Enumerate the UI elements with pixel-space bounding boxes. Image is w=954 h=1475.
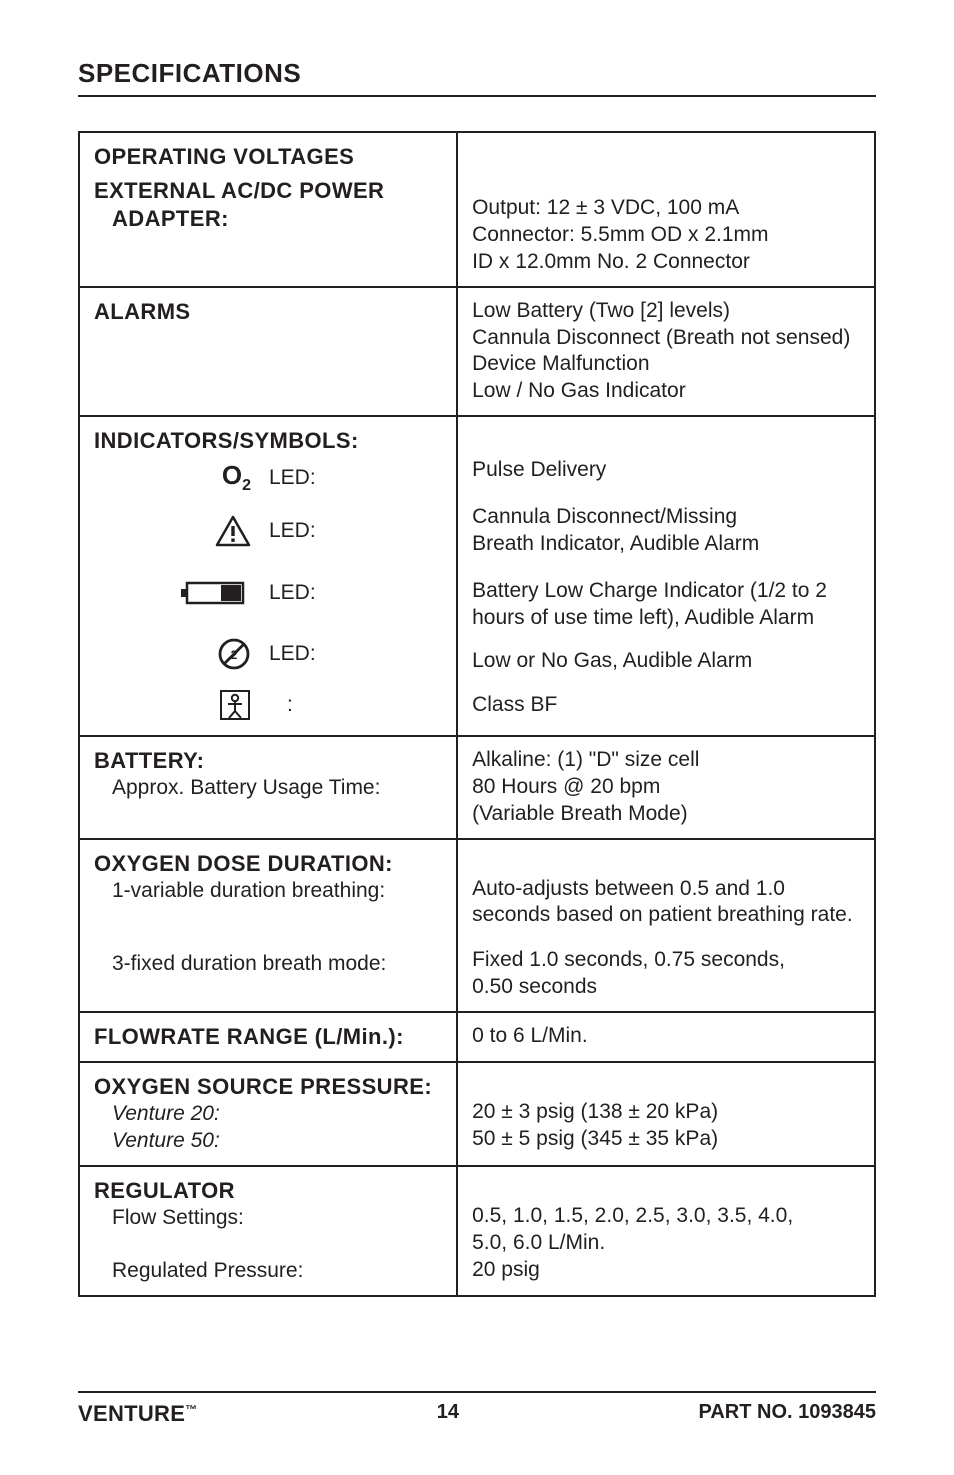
footer-part-number: PART NO. 1093845 xyxy=(698,1401,876,1427)
indicator-label: LED: xyxy=(269,518,316,545)
spec-value: Pulse Delivery xyxy=(472,457,860,484)
svg-text:2: 2 xyxy=(231,648,238,662)
table-row: FLOWRATE RANGE (L/Min.): 0 to 6 L/Min. xyxy=(79,1012,875,1062)
external-power-header-2: ADAPTER: xyxy=(94,205,442,233)
indicator-label: : xyxy=(269,692,293,719)
page-footer: VENTURE™ 14 PART NO. 1093845 xyxy=(78,1391,876,1427)
spec-value: 0.5, 1.0, 1.5, 2.0, 2.5, 3.0, 3.5, 4.0, xyxy=(472,1203,860,1230)
regulated-pressure-label: Regulated Pressure: xyxy=(94,1258,442,1285)
spec-value: Fixed 1.0 seconds, 0.75 seconds, xyxy=(472,947,860,974)
spec-value: hours of use time left), Audible Alarm xyxy=(472,605,860,632)
spec-value: 20 psig xyxy=(472,1257,860,1284)
flow-settings-label: Flow Settings: xyxy=(94,1205,442,1232)
spec-table: OPERATING VOLTAGES EXTERNAL AC/DC POWER … xyxy=(78,131,876,1297)
flowrate-header: FLOWRATE RANGE (L/Min.): xyxy=(94,1023,442,1051)
dose-duration-header: OXYGEN DOSE DURATION: xyxy=(94,850,442,878)
alarms-header: ALARMS xyxy=(94,298,442,326)
battery-header: BATTERY: xyxy=(94,747,442,775)
spec-value: Low / No Gas Indicator xyxy=(472,378,860,405)
no-gas-icon: 2 xyxy=(217,637,251,671)
o2-icon: O2 xyxy=(222,460,251,490)
table-row: INDICATORS/SYMBOLS: O2 LED: xyxy=(79,416,875,736)
operating-voltages-header: OPERATING VOLTAGES xyxy=(94,143,442,171)
table-row: OPERATING VOLTAGES EXTERNAL AC/DC POWER … xyxy=(79,132,875,287)
spec-value: Output: 12 ± 3 VDC, 100 mA xyxy=(472,195,860,222)
spec-value: Connector: 5.5mm OD x 2.1mm xyxy=(472,222,860,249)
spec-value: Auto-adjusts between 0.5 and 1.0 xyxy=(472,876,860,903)
external-power-header-1: EXTERNAL AC/DC POWER xyxy=(94,177,442,205)
table-row: REGULATOR Flow Settings: Regulated Press… xyxy=(79,1166,875,1296)
spec-value: Cannula Disconnect (Breath not sensed) xyxy=(472,325,860,352)
spec-value: Cannula Disconnect/Missing xyxy=(472,504,860,531)
regulator-header: REGULATOR xyxy=(94,1177,442,1205)
dose-sublabel-1: 1-variable duration breathing: xyxy=(94,878,442,905)
spec-value: 0.50 seconds xyxy=(472,974,860,1001)
section-title: SPECIFICATIONS xyxy=(78,58,876,97)
spec-value: Battery Low Charge Indicator (1/2 to 2 xyxy=(472,578,860,605)
spec-value: ID x 12.0mm No. 2 Connector xyxy=(472,249,860,276)
footer-brand: VENTURE™ xyxy=(78,1401,197,1427)
footer-page-number: 14 xyxy=(437,1401,459,1427)
spec-value: 20 ± 3 psig (138 ± 20 kPa) xyxy=(472,1099,860,1126)
spec-value: Alkaline: (1) "D" size cell xyxy=(472,747,860,774)
spec-value: 0 to 6 L/Min. xyxy=(472,1023,860,1050)
source-pressure-header: OXYGEN SOURCE PRESSURE: xyxy=(94,1073,442,1101)
venture-50-label: Venture 50: xyxy=(94,1128,442,1155)
table-row: OXYGEN DOSE DURATION: 1-variable duratio… xyxy=(79,839,875,1013)
spec-value: Low or No Gas, Audible Alarm xyxy=(472,648,860,675)
spec-value: 5.0, 6.0 L/Min. xyxy=(472,1230,860,1257)
table-row: BATTERY: Approx. Battery Usage Time: Alk… xyxy=(79,736,875,839)
battery-low-icon xyxy=(179,579,251,607)
dose-sublabel-2: 3-fixed duration breath mode: xyxy=(94,951,442,978)
spec-value: seconds based on patient breathing rate. xyxy=(472,902,860,929)
indicator-label: LED: xyxy=(269,465,316,492)
table-row: OXYGEN SOURCE PRESSURE: Venture 20: Vent… xyxy=(79,1062,875,1166)
venture-20-label: Venture 20: xyxy=(94,1101,442,1128)
indicator-label: LED: xyxy=(269,580,316,607)
indicators-header: INDICATORS/SYMBOLS: xyxy=(94,427,442,455)
spec-value: Device Malfunction xyxy=(472,351,860,378)
spec-value: 50 ± 5 psig (345 ± 35 kPa) xyxy=(472,1126,860,1153)
spec-value: Breath Indicator, Audible Alarm xyxy=(472,531,860,558)
battery-sublabel: Approx. Battery Usage Time: xyxy=(94,775,442,802)
class-bf-icon xyxy=(219,689,251,721)
spec-value: (Variable Breath Mode) xyxy=(472,801,860,828)
spec-value: Class BF xyxy=(472,692,860,719)
spec-value: 80 Hours @ 20 bpm xyxy=(472,774,860,801)
warning-triangle-icon xyxy=(215,515,251,547)
table-row: ALARMS Low Battery (Two [2] levels) Cann… xyxy=(79,287,875,417)
spec-value: Low Battery (Two [2] levels) xyxy=(472,298,860,325)
indicator-label: LED: xyxy=(269,641,316,668)
